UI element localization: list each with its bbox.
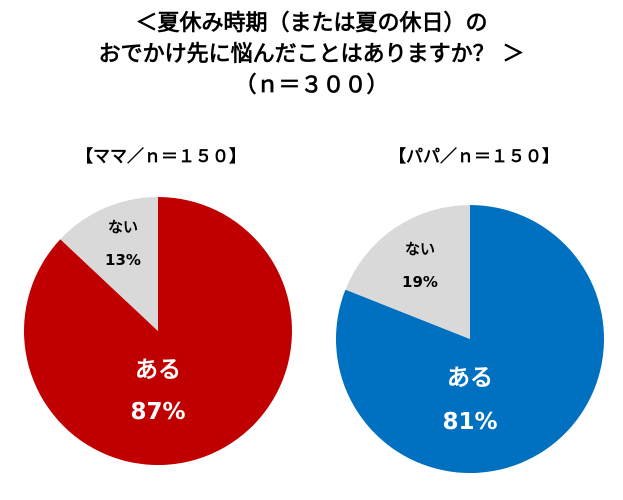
papa-chart-title: 【パパ／ｎ＝１５０】 — [389, 147, 559, 167]
title-line-1: ＜夏休み時期（または夏の休日）の — [135, 11, 488, 36]
papa-slice-no-label: ない — [405, 240, 435, 258]
mama-slice-no-label: ない — [108, 218, 138, 236]
mama-slice-yes-value: 87% — [130, 399, 185, 425]
page-title: ＜夏休み時期（または夏の休日）の おでかけ先に悩んだことはありますか？ ＞ （ｎ… — [0, 8, 623, 101]
papa-slice-yes-value: 81% — [442, 409, 497, 435]
papa-slice-yes-label: ある — [447, 365, 493, 391]
title-line-3: （ｎ＝３００） — [234, 73, 389, 98]
mama-slice-yes-label: ある — [135, 357, 181, 383]
papa-pie-slice-yes — [335, 205, 604, 473]
mama-pie-slice-no — [60, 197, 158, 331]
mama-slice-no-value: 13% — [105, 251, 141, 269]
mama-chart-title: 【ママ／ｎ＝１５０】 — [76, 147, 246, 167]
title-line-2: おでかけ先に悩んだことはありますか？ ＞ — [98, 42, 525, 67]
papa-pie-slice-no — [345, 205, 470, 339]
mama-pie-slice-yes — [23, 197, 292, 465]
papa-slice-no-value: 19% — [402, 273, 438, 291]
